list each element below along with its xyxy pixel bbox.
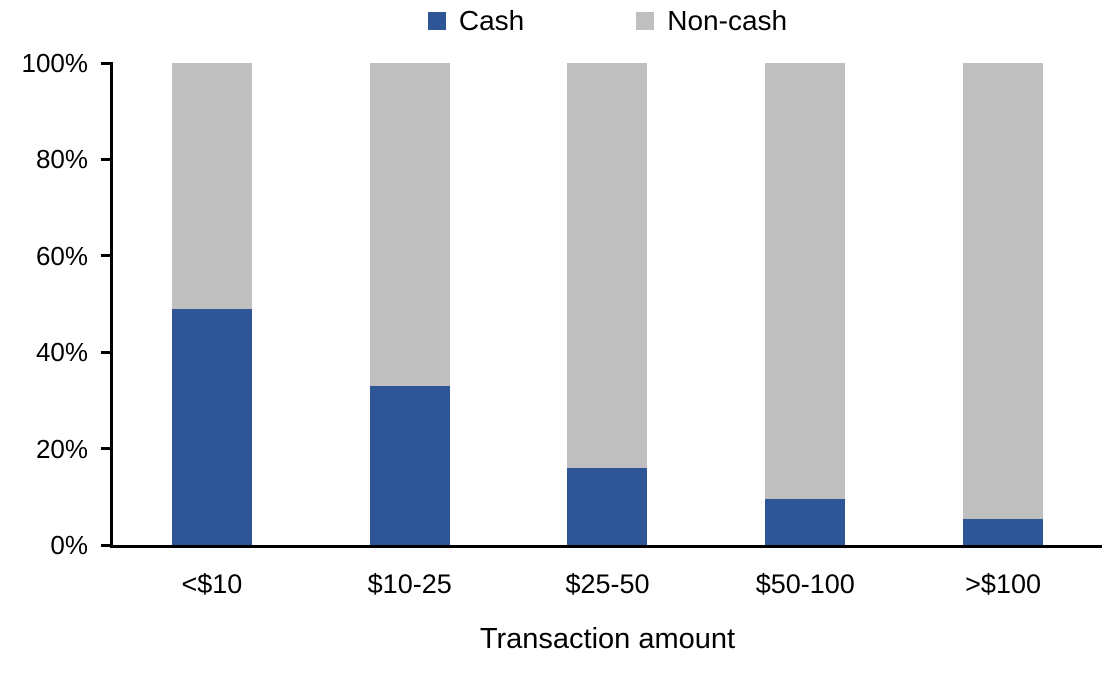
y-axis-tick (101, 543, 113, 547)
y-axis-tick (101, 447, 113, 451)
x-axis-label: >$100 (965, 569, 1041, 599)
bar-$25-50 (567, 63, 648, 545)
y-axis-label: 0% (50, 530, 88, 560)
bar-<$10 (171, 63, 252, 545)
bar-slot (706, 63, 904, 545)
y-axis-labels: 0% 20% 40% 60% 80% 100% (0, 50, 89, 558)
x-axis-labels: <$10 $10-25 $25-50 $50-100 >$100 (113, 569, 1102, 600)
bar-segment-cash (765, 499, 846, 545)
x-axis-label: $50-100 (755, 569, 855, 599)
bar-segment-cash (567, 467, 648, 545)
y-axis-label: 100% (21, 48, 89, 78)
bar->$100 (963, 63, 1044, 545)
x-axis-label: <$10 (181, 569, 243, 599)
y-axis-tick (101, 157, 113, 161)
bar-segment-cash (171, 308, 252, 545)
y-axis-label: 20% (35, 433, 88, 464)
y-axis-ticks (101, 61, 113, 547)
bar-segment-cash (963, 518, 1044, 545)
x-axis-title: Transaction amount (479, 623, 736, 655)
bar-slot (904, 63, 1102, 545)
legend-item-non-cash: Non-cash (636, 5, 788, 37)
bar-segment-cash (369, 385, 450, 545)
plot-area (110, 63, 1102, 548)
bar-$50-100 (765, 63, 846, 545)
legend-label-non-cash: Non-cash (667, 5, 788, 36)
legend-item-cash: Cash (427, 5, 525, 37)
non-cash-swatch-icon (636, 12, 655, 31)
bar-segment-non-cash (765, 63, 846, 500)
y-axis-label: 80% (35, 144, 88, 175)
bar-segment-non-cash (171, 63, 252, 309)
y-axis-tick (101, 254, 113, 258)
y-axis-tick (101, 61, 113, 65)
bar-segment-non-cash (963, 63, 1044, 519)
y-axis-tick (101, 350, 113, 354)
bar-slot (311, 63, 509, 545)
bar-segment-non-cash (567, 63, 648, 468)
legend: Cash Non-cash (113, 5, 1102, 37)
x-axis-label: $10-25 (367, 569, 452, 599)
x-axis-label: $25-50 (565, 569, 650, 599)
bar-$10-25 (369, 63, 450, 545)
bar-segment-non-cash (369, 63, 450, 386)
legend-label-cash: Cash (458, 5, 525, 36)
cash-swatch-icon (427, 12, 446, 31)
y-axis-label: 40% (35, 337, 88, 368)
bar-slot (113, 63, 311, 545)
bar-slot (509, 63, 707, 545)
y-axis-label: 60% (35, 240, 88, 271)
